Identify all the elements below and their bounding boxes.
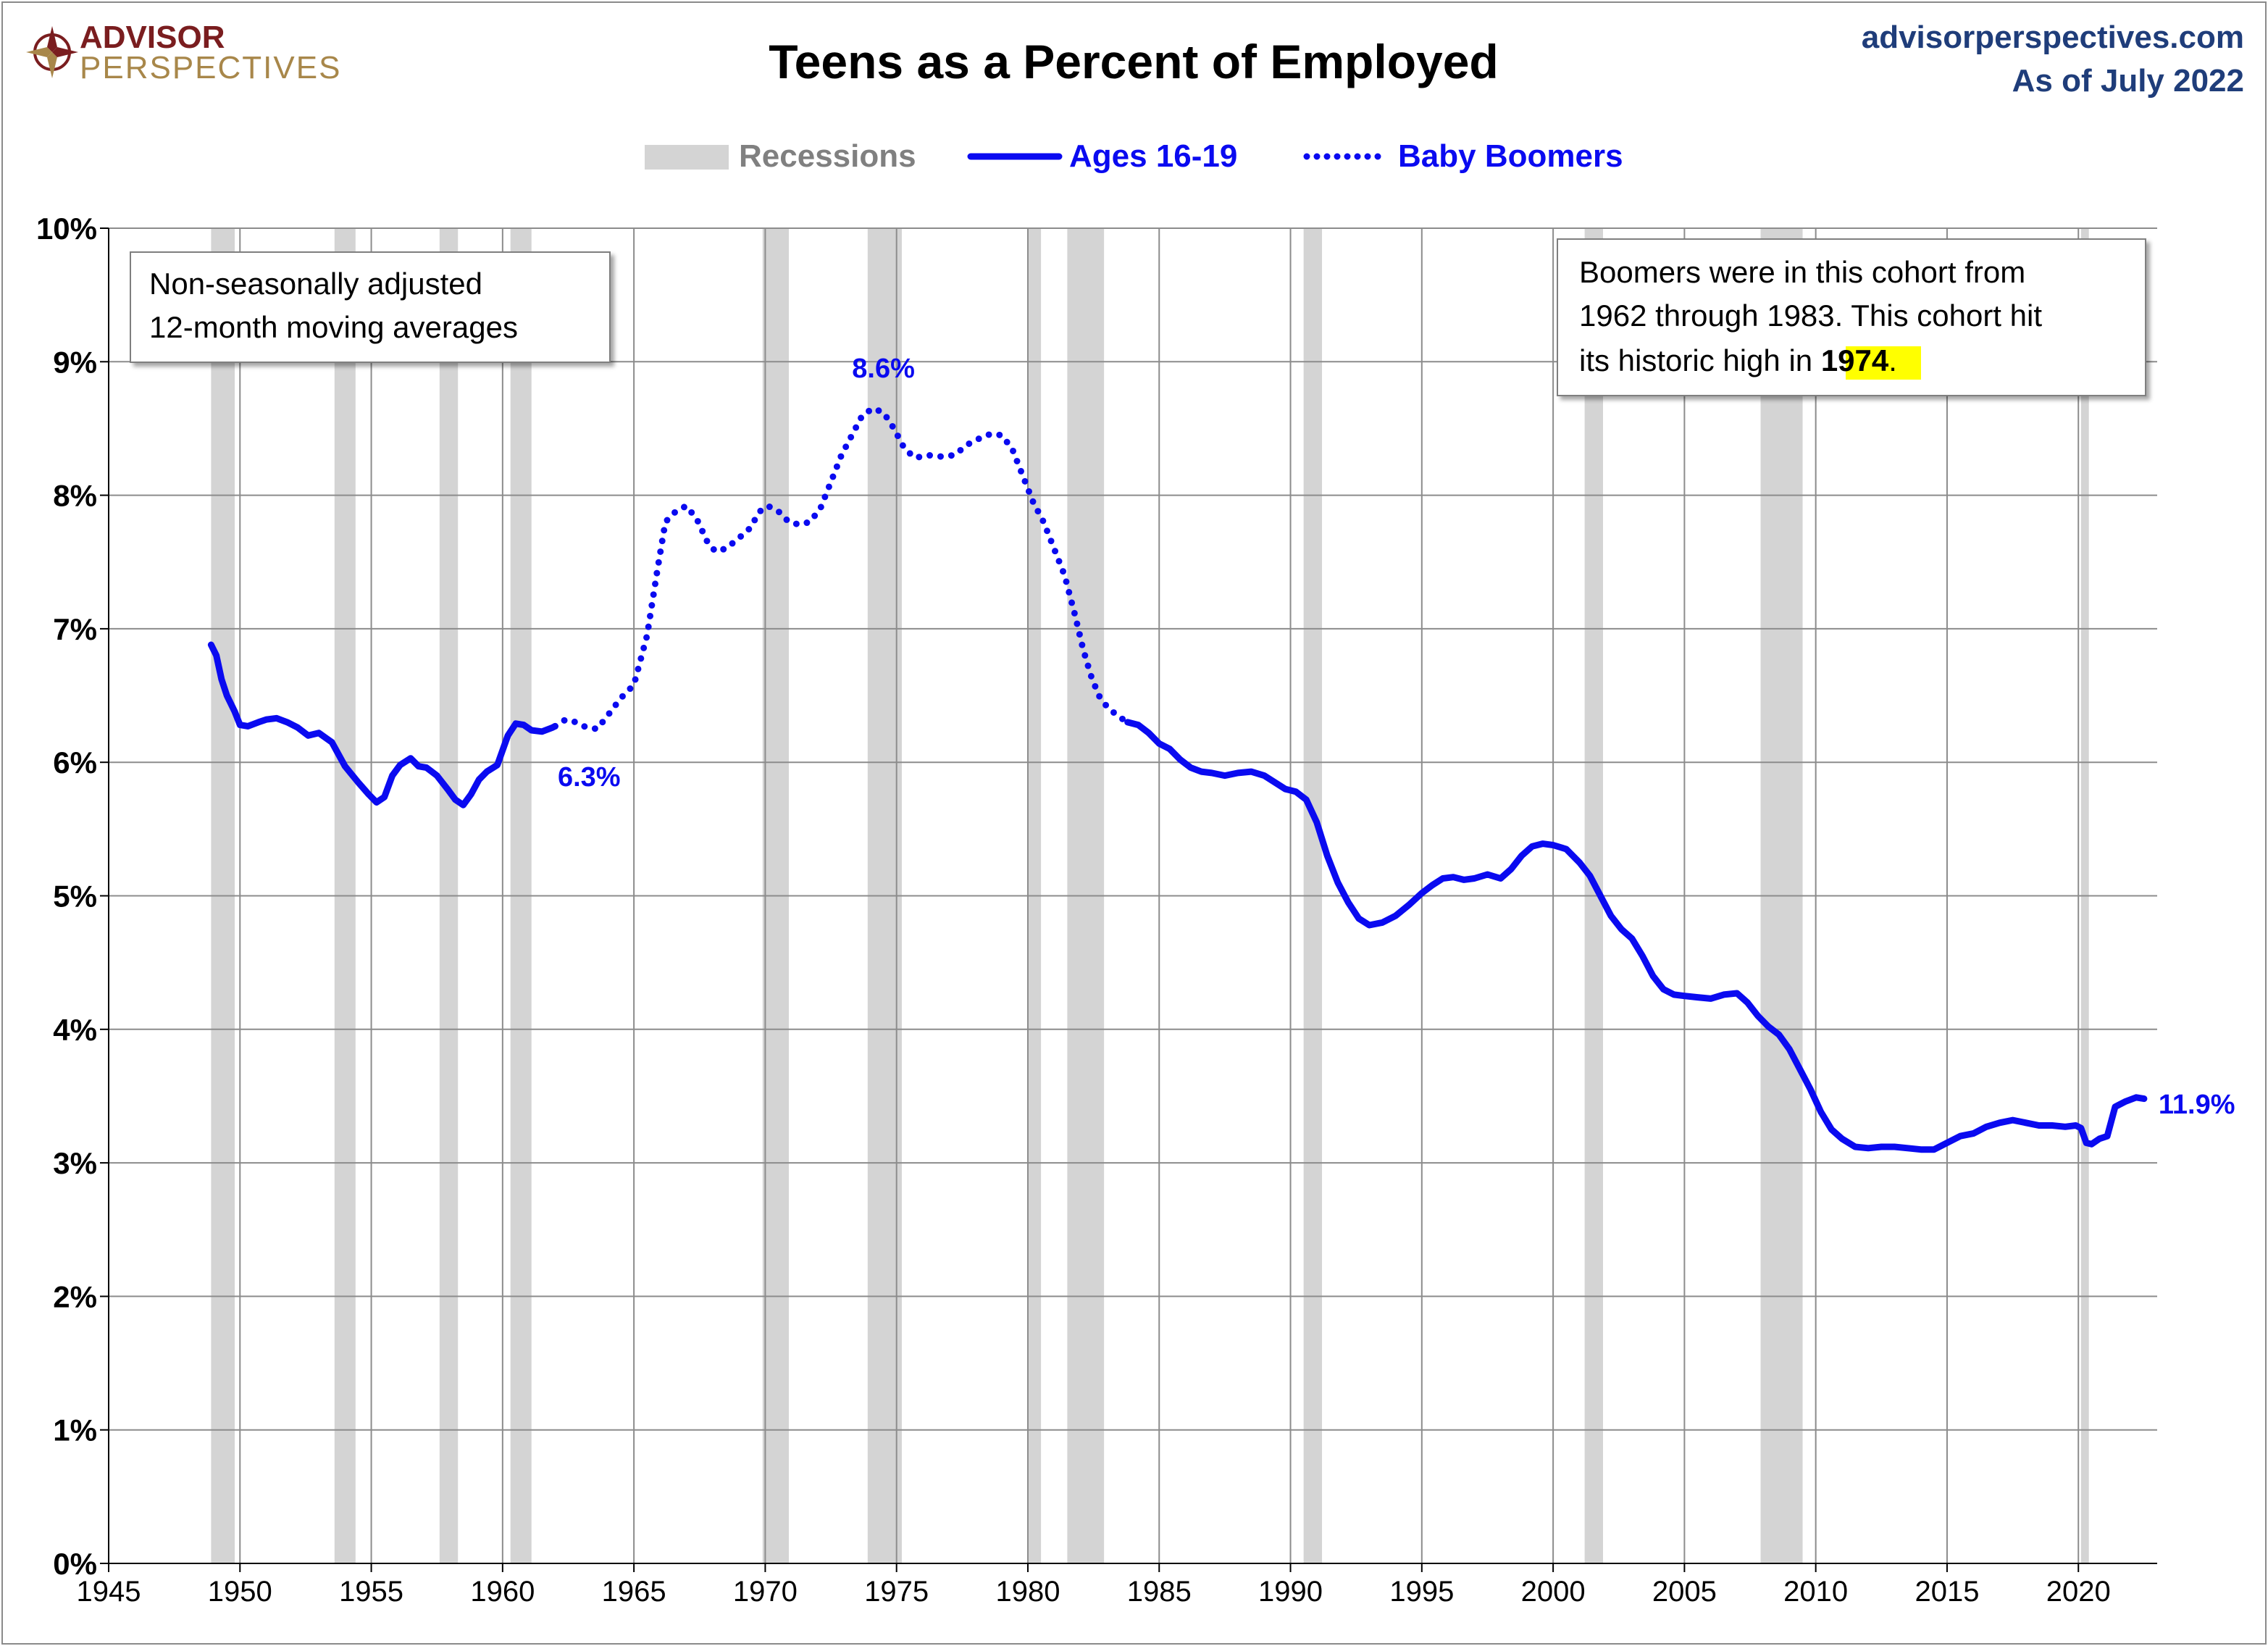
x-tick-label: 1995	[1389, 1576, 1454, 1608]
x-tick-label: 1985	[1127, 1576, 1192, 1608]
brand-name-line1: ADVISOR	[80, 20, 225, 55]
y-tick-label: 6%	[53, 745, 97, 780]
note-right-line3-prefix: its historic high in	[1579, 343, 1821, 377]
y-tick-label: 2%	[53, 1279, 97, 1313]
highlight-1974-background	[1846, 346, 1921, 380]
y-tick-label: 9%	[53, 345, 97, 379]
x-tick-label: 1980	[995, 1576, 1060, 1608]
y-tick-label: 0%	[53, 1547, 97, 1581]
series-line-ages-16-19	[1124, 719, 2148, 1153]
legend-recessions-label: Recessions	[739, 138, 916, 174]
y-tick-label: 8%	[53, 479, 97, 513]
note-left: Non-seasonally adjusted 12-month moving …	[130, 251, 611, 363]
x-tick-label: 1950	[208, 1576, 272, 1608]
note-left-line1: Non-seasonally adjusted	[149, 267, 482, 301]
compass-icon	[26, 26, 78, 78]
x-tick-label: 1945	[77, 1576, 141, 1608]
series-line-ages-16-19	[207, 641, 558, 809]
x-tick-label: 1955	[339, 1576, 403, 1608]
y-tick-label: 4%	[53, 1013, 97, 1047]
brand-name-line2: PERSPECTIVES	[80, 50, 341, 85]
data-series	[207, 405, 2148, 1153]
x-tick-label: 1975	[864, 1576, 929, 1608]
y-tick-label: 5%	[53, 880, 97, 914]
x-tick-label: 2010	[1783, 1576, 1848, 1608]
legend-boomers-label: Baby Boomers	[1398, 138, 1623, 174]
series-line-baby-boomers	[551, 405, 1131, 732]
note-right-line1: Boomers were in this cohort from	[1579, 255, 2025, 289]
x-tick-label: 2020	[2046, 1576, 2111, 1608]
note-right-highlight-1974: 1974	[1821, 343, 1889, 377]
x-tick-label: 2000	[1521, 1576, 1586, 1608]
note-right-line3-suffix: .	[1888, 343, 1897, 377]
x-tick-label: 1970	[733, 1576, 798, 1608]
data-label: 6.3%	[558, 762, 621, 793]
x-tick-label: 2015	[1915, 1576, 1979, 1608]
y-tick-label: 7%	[53, 612, 97, 646]
data-label: 11.9%	[2159, 1090, 2235, 1120]
x-tick-label: 1965	[602, 1576, 666, 1608]
legend: Recessions Ages 16-19 Baby Boomers	[645, 138, 1623, 174]
data-label: 8.6%	[852, 354, 915, 384]
y-tick-label: 3%	[53, 1146, 97, 1180]
as-of-date: As of July 2022	[2012, 63, 2244, 99]
note-left-line2: 12-month moving averages	[149, 310, 518, 344]
chart-title: Teens as a Percent of Employed	[769, 35, 1498, 88]
x-tick-label: 1990	[1258, 1576, 1323, 1608]
legend-ages-label: Ages 16-19	[1069, 138, 1237, 174]
note-right-line3: its historic high in 1974.	[1579, 343, 1897, 377]
note-right: Boomers were in this cohort from 1962 th…	[1557, 238, 2146, 396]
source-site: advisorperspectives.com	[1862, 20, 2244, 55]
note-right-line2: 1962 through 1983. This cohort hit	[1579, 298, 2042, 333]
x-tick-label: 2005	[1652, 1576, 1717, 1608]
data-labels: 8.6% 6.3% 11.9%	[558, 354, 2235, 1120]
gridlines	[109, 227, 2157, 1563]
axes: 0% 1% 2% 3% 4% 5% 6% 7% 8% 9% 10% 1945 1950 1955 1960 1…	[36, 212, 2157, 1608]
brand-logo: ADVISOR PERSPECTIVES	[26, 20, 341, 85]
y-tick-label: 1%	[53, 1413, 97, 1447]
x-tick-label: 1960	[470, 1576, 535, 1608]
legend-recessions-swatch	[645, 145, 729, 170]
y-tick-label: 10%	[36, 212, 97, 246]
